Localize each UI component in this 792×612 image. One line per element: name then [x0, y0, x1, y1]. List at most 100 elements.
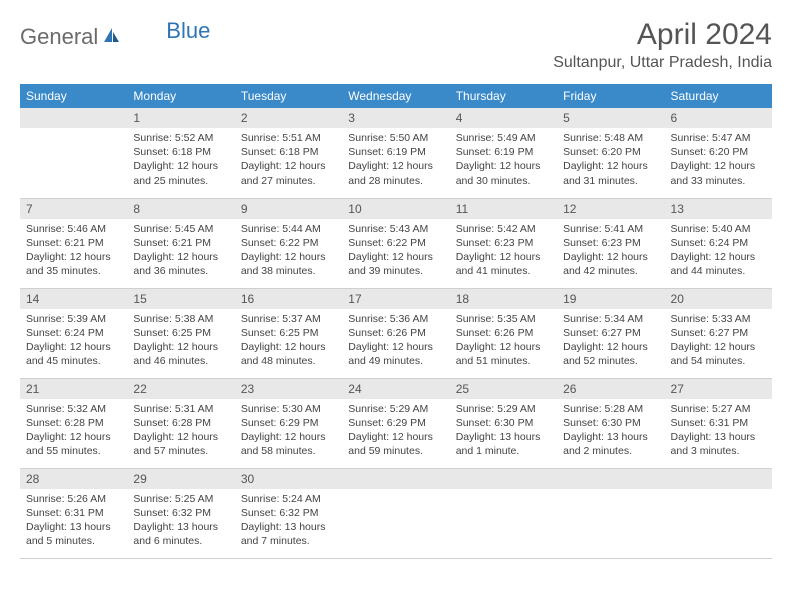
day-number: 23 — [235, 379, 342, 399]
sunset-text: Sunset: 6:18 PM — [133, 145, 228, 159]
day-content — [342, 489, 449, 549]
daylight-text: Daylight: 12 hours and 52 minutes. — [563, 340, 658, 368]
daylight-text: Daylight: 12 hours and 33 minutes. — [671, 159, 766, 187]
day-content: Sunrise: 5:35 AMSunset: 6:26 PMDaylight:… — [450, 309, 557, 375]
day-number: 16 — [235, 289, 342, 309]
sunset-text: Sunset: 6:30 PM — [456, 416, 551, 430]
sunrise-text: Sunrise: 5:34 AM — [563, 312, 658, 326]
day-content: Sunrise: 5:41 AMSunset: 6:23 PMDaylight:… — [557, 219, 664, 285]
day-content: Sunrise: 5:29 AMSunset: 6:30 PMDaylight:… — [450, 399, 557, 465]
sunrise-text: Sunrise: 5:31 AM — [133, 402, 228, 416]
sunset-text: Sunset: 6:21 PM — [26, 236, 121, 250]
daylight-text: Daylight: 12 hours and 54 minutes. — [671, 340, 766, 368]
day-number: 19 — [557, 289, 664, 309]
day-number: 3 — [342, 108, 449, 128]
day-content — [450, 489, 557, 549]
day-content: Sunrise: 5:25 AMSunset: 6:32 PMDaylight:… — [127, 489, 234, 555]
sunset-text: Sunset: 6:31 PM — [26, 506, 121, 520]
daylight-text: Daylight: 12 hours and 36 minutes. — [133, 250, 228, 278]
day-number: 28 — [20, 469, 127, 489]
sunset-text: Sunset: 6:28 PM — [26, 416, 121, 430]
calendar-day-cell: 30Sunrise: 5:24 AMSunset: 6:32 PMDayligh… — [235, 468, 342, 558]
calendar-day-cell: 9Sunrise: 5:44 AMSunset: 6:22 PMDaylight… — [235, 198, 342, 288]
day-number: 2 — [235, 108, 342, 128]
sunset-text: Sunset: 6:20 PM — [671, 145, 766, 159]
day-content: Sunrise: 5:47 AMSunset: 6:20 PMDaylight:… — [665, 128, 772, 194]
day-number — [665, 469, 772, 489]
daylight-text: Daylight: 12 hours and 59 minutes. — [348, 430, 443, 458]
sunset-text: Sunset: 6:18 PM — [241, 145, 336, 159]
sunrise-text: Sunrise: 5:44 AM — [241, 222, 336, 236]
month-title: April 2024 — [553, 18, 772, 52]
sunrise-text: Sunrise: 5:27 AM — [671, 402, 766, 416]
weekday-header: Thursday — [450, 84, 557, 108]
calendar-day-cell: 1Sunrise: 5:52 AMSunset: 6:18 PMDaylight… — [127, 108, 234, 198]
day-number — [20, 108, 127, 128]
sunrise-text: Sunrise: 5:32 AM — [26, 402, 121, 416]
day-number: 8 — [127, 199, 234, 219]
day-number: 17 — [342, 289, 449, 309]
day-content: Sunrise: 5:46 AMSunset: 6:21 PMDaylight:… — [20, 219, 127, 285]
calendar-day-cell: 21Sunrise: 5:32 AMSunset: 6:28 PMDayligh… — [20, 378, 127, 468]
day-content: Sunrise: 5:43 AMSunset: 6:22 PMDaylight:… — [342, 219, 449, 285]
calendar-day-cell: 18Sunrise: 5:35 AMSunset: 6:26 PMDayligh… — [450, 288, 557, 378]
daylight-text: Daylight: 13 hours and 6 minutes. — [133, 520, 228, 548]
day-number: 18 — [450, 289, 557, 309]
day-content: Sunrise: 5:24 AMSunset: 6:32 PMDaylight:… — [235, 489, 342, 555]
day-number — [450, 469, 557, 489]
daylight-text: Daylight: 13 hours and 3 minutes. — [671, 430, 766, 458]
day-content: Sunrise: 5:51 AMSunset: 6:18 PMDaylight:… — [235, 128, 342, 194]
day-content: Sunrise: 5:32 AMSunset: 6:28 PMDaylight:… — [20, 399, 127, 465]
calendar-day-cell — [20, 108, 127, 198]
day-content: Sunrise: 5:44 AMSunset: 6:22 PMDaylight:… — [235, 219, 342, 285]
calendar-day-cell: 24Sunrise: 5:29 AMSunset: 6:29 PMDayligh… — [342, 378, 449, 468]
daylight-text: Daylight: 13 hours and 1 minute. — [456, 430, 551, 458]
sunrise-text: Sunrise: 5:45 AM — [133, 222, 228, 236]
day-number: 4 — [450, 108, 557, 128]
calendar-day-cell — [557, 468, 664, 558]
day-number: 21 — [20, 379, 127, 399]
sunrise-text: Sunrise: 5:43 AM — [348, 222, 443, 236]
calendar-day-cell: 4Sunrise: 5:49 AMSunset: 6:19 PMDaylight… — [450, 108, 557, 198]
sunset-text: Sunset: 6:23 PM — [456, 236, 551, 250]
daylight-text: Daylight: 12 hours and 31 minutes. — [563, 159, 658, 187]
title-block: April 2024 Sultanpur, Uttar Pradesh, Ind… — [553, 18, 772, 72]
weekday-header-row: Sunday Monday Tuesday Wednesday Thursday… — [20, 84, 772, 108]
sunrise-text: Sunrise: 5:30 AM — [241, 402, 336, 416]
sunrise-text: Sunrise: 5:41 AM — [563, 222, 658, 236]
sunrise-text: Sunrise: 5:47 AM — [671, 131, 766, 145]
calendar-day-cell: 22Sunrise: 5:31 AMSunset: 6:28 PMDayligh… — [127, 378, 234, 468]
sunrise-text: Sunrise: 5:46 AM — [26, 222, 121, 236]
sunset-text: Sunset: 6:29 PM — [241, 416, 336, 430]
day-number: 27 — [665, 379, 772, 399]
sunset-text: Sunset: 6:26 PM — [348, 326, 443, 340]
calendar-day-cell: 28Sunrise: 5:26 AMSunset: 6:31 PMDayligh… — [20, 468, 127, 558]
daylight-text: Daylight: 12 hours and 39 minutes. — [348, 250, 443, 278]
logo-text-general: General — [20, 24, 98, 50]
daylight-text: Daylight: 12 hours and 38 minutes. — [241, 250, 336, 278]
daylight-text: Daylight: 12 hours and 51 minutes. — [456, 340, 551, 368]
weekday-header: Sunday — [20, 84, 127, 108]
calendar-day-cell: 17Sunrise: 5:36 AMSunset: 6:26 PMDayligh… — [342, 288, 449, 378]
day-content: Sunrise: 5:40 AMSunset: 6:24 PMDaylight:… — [665, 219, 772, 285]
calendar-table: Sunday Monday Tuesday Wednesday Thursday… — [20, 84, 772, 559]
sunset-text: Sunset: 6:26 PM — [456, 326, 551, 340]
calendar-week-row: 14Sunrise: 5:39 AMSunset: 6:24 PMDayligh… — [20, 288, 772, 378]
calendar-week-row: 7Sunrise: 5:46 AMSunset: 6:21 PMDaylight… — [20, 198, 772, 288]
day-number: 13 — [665, 199, 772, 219]
sunset-text: Sunset: 6:24 PM — [26, 326, 121, 340]
day-number: 1 — [127, 108, 234, 128]
weekday-header: Friday — [557, 84, 664, 108]
day-number: 11 — [450, 199, 557, 219]
sunrise-text: Sunrise: 5:52 AM — [133, 131, 228, 145]
calendar-day-cell: 11Sunrise: 5:42 AMSunset: 6:23 PMDayligh… — [450, 198, 557, 288]
day-number: 25 — [450, 379, 557, 399]
sunset-text: Sunset: 6:31 PM — [671, 416, 766, 430]
daylight-text: Daylight: 13 hours and 2 minutes. — [563, 430, 658, 458]
day-number: 26 — [557, 379, 664, 399]
logo-text-blue: Blue — [166, 18, 210, 44]
sunset-text: Sunset: 6:24 PM — [671, 236, 766, 250]
daylight-text: Daylight: 12 hours and 35 minutes. — [26, 250, 121, 278]
sunset-text: Sunset: 6:29 PM — [348, 416, 443, 430]
sunrise-text: Sunrise: 5:29 AM — [456, 402, 551, 416]
